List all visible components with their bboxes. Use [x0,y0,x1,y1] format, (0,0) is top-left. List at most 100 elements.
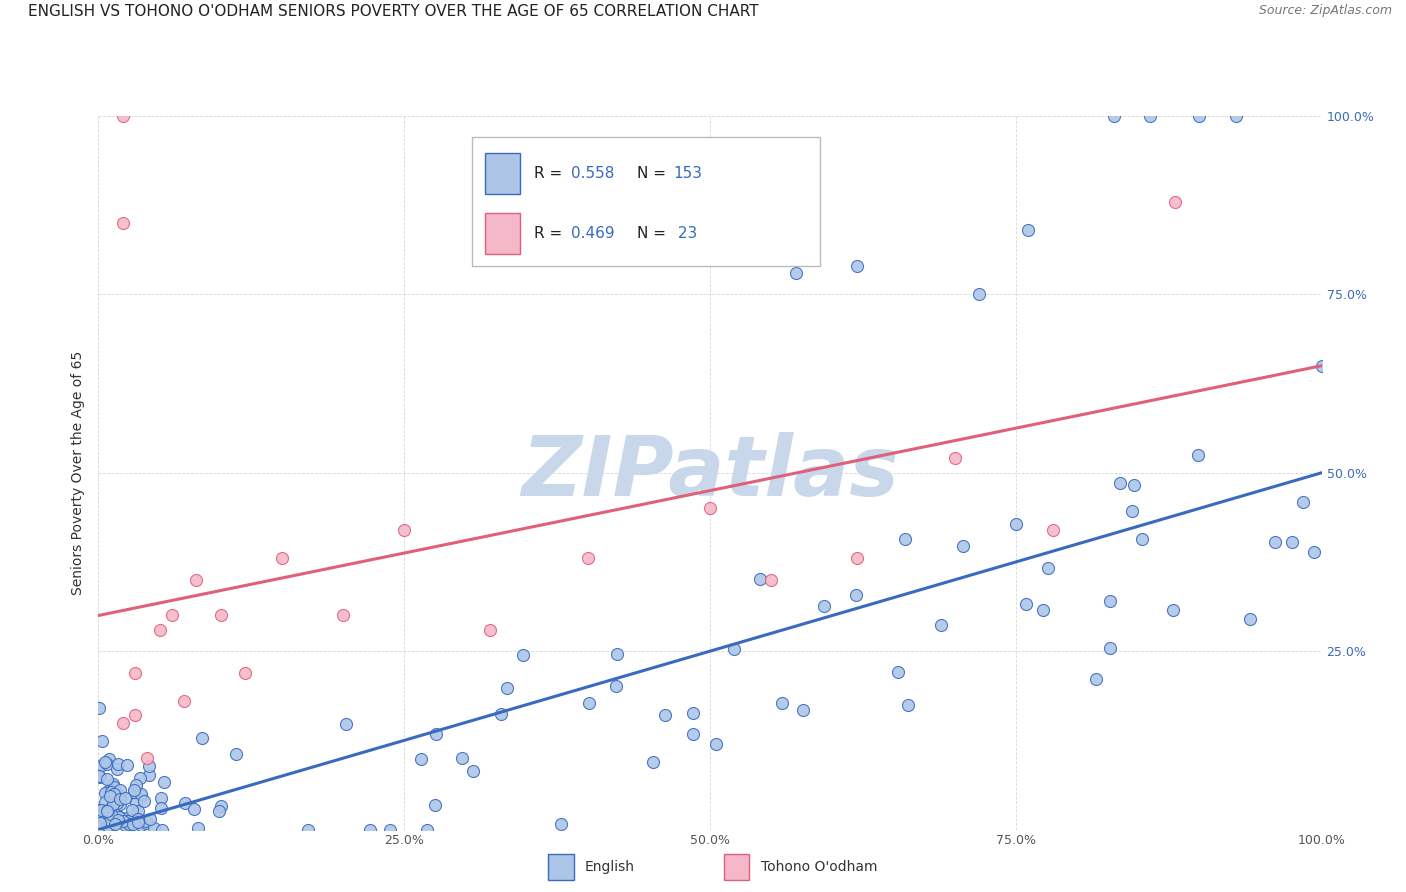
Point [1084,673,1107,687]
Text: N =: N = [637,166,671,181]
Point [94,803,117,817]
Point [943,451,966,466]
Point [107,814,129,828]
Point [1130,532,1153,546]
Point [1017,223,1039,237]
Point [94,795,117,809]
Point [138,768,160,782]
Text: 153: 153 [673,166,703,181]
Point [110,789,132,803]
Y-axis label: Seniors Poverty Over the Age of 65: Seniors Poverty Over the Age of 65 [72,351,86,595]
Point [209,608,232,623]
Point [134,794,156,808]
Point [103,777,125,791]
Point [111,715,134,730]
Point [107,810,129,824]
Point [489,707,512,722]
Point [108,783,131,797]
Text: N =: N = [637,227,671,241]
Point [461,764,484,778]
Text: 23: 23 [673,227,697,241]
Point [845,259,868,273]
Point [183,802,205,816]
Point [149,801,172,815]
Point [118,817,141,831]
Point [91,734,114,748]
Point [94,755,117,769]
Point [233,665,256,680]
Point [114,814,136,828]
Point [1292,495,1315,509]
Point [1032,603,1054,617]
Point [378,822,401,837]
Point [111,109,134,123]
Point [425,727,447,741]
Point [1036,561,1059,575]
Point [89,814,111,828]
Point [359,822,381,837]
Point [117,814,139,828]
Point [1188,109,1211,123]
Point [98,814,121,828]
Point [110,797,132,811]
Point [929,617,952,632]
Point [699,501,721,516]
Point [117,818,139,832]
Point [94,786,117,800]
Point [89,816,111,830]
Point [124,665,146,680]
Point [813,599,835,614]
Point [143,822,166,836]
Point [104,816,127,830]
Point [89,803,111,817]
Point [335,717,357,731]
Point [111,814,134,828]
Point [605,679,627,693]
Point [124,782,146,797]
Point [451,751,474,765]
Point [416,822,439,837]
Point [90,803,112,817]
Point [138,759,160,773]
Text: ENGLISH VS TOHONO O'ODHAM SENIORS POVERTY OVER THE AGE OF 65 CORRELATION CHART: ENGLISH VS TOHONO O'ODHAM SENIORS POVERT… [28,4,759,20]
Point [1225,109,1247,123]
Point [98,805,121,819]
Point [1239,612,1261,626]
Point [706,737,728,751]
Point [643,755,665,769]
Point [1264,535,1286,549]
Point [107,756,129,771]
Point [129,789,152,803]
Point [576,551,599,566]
Point [550,816,572,830]
Point [682,727,704,741]
Point [578,696,600,710]
Point [173,796,195,810]
Point [100,783,122,797]
Point [512,648,534,662]
Point [110,792,132,806]
Point [136,751,159,765]
Text: 0.558: 0.558 [571,166,614,181]
Point [117,814,139,828]
Point [87,701,110,715]
Point [127,815,149,830]
Point [654,708,676,723]
Point [682,706,704,720]
Point [131,818,153,832]
Point [103,780,125,794]
Point [1098,640,1121,655]
Text: ZIPatlas: ZIPatlas [522,433,898,513]
Point [225,747,247,761]
Point [186,573,208,587]
Point [89,821,111,835]
Point [150,790,173,805]
Point [1102,109,1125,123]
Point [761,573,783,587]
Point [110,810,132,824]
Point [495,681,517,695]
Point [173,694,195,708]
Point [845,588,868,602]
Point [125,778,148,792]
Point [1042,523,1064,537]
